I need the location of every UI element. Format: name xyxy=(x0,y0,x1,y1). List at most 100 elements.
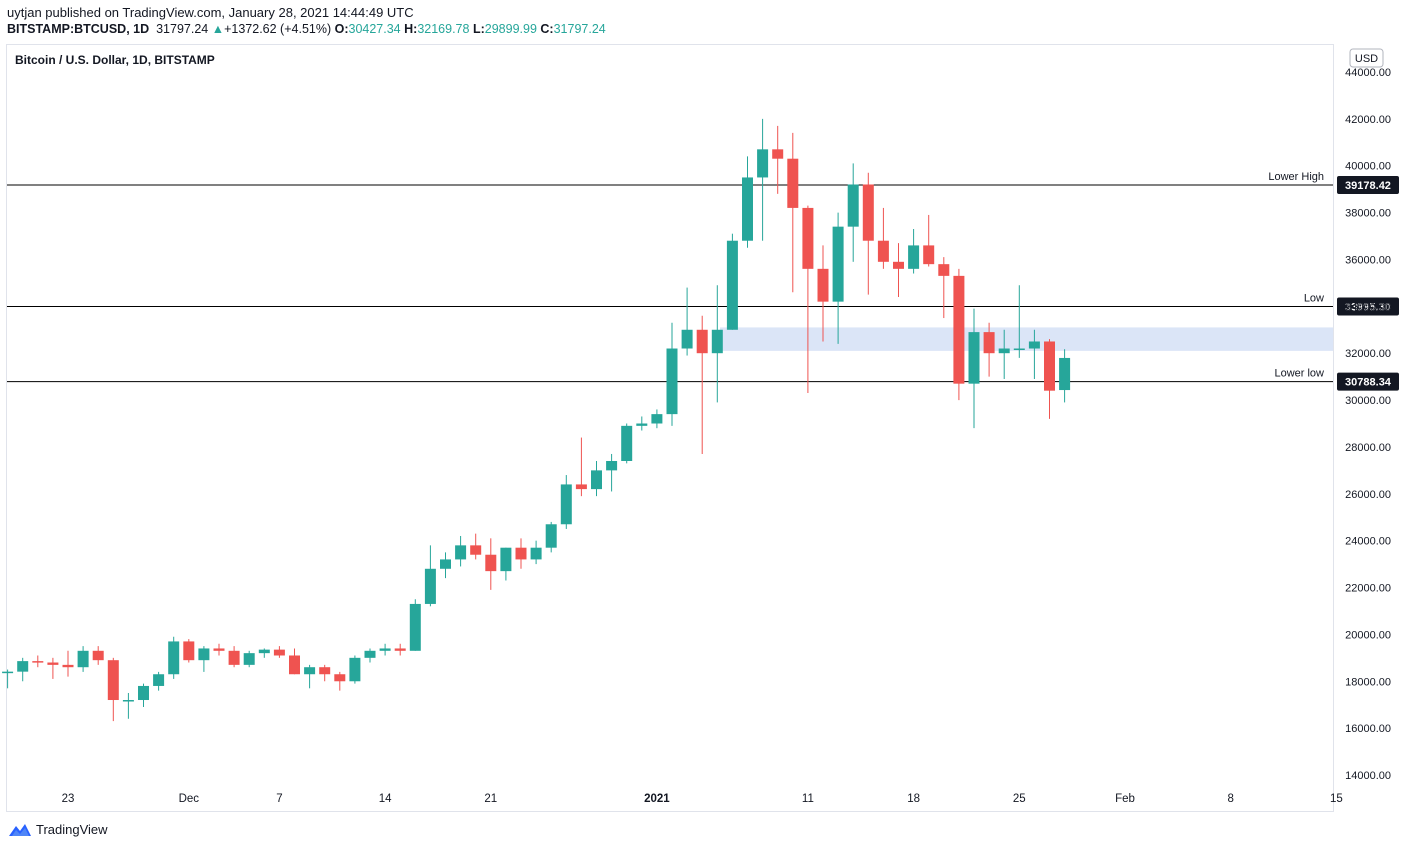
candle-body xyxy=(470,545,482,555)
candle-body xyxy=(591,470,602,490)
candle-body xyxy=(847,184,859,227)
candle-body xyxy=(394,648,406,651)
candle-body xyxy=(1013,348,1025,351)
candle-body xyxy=(455,545,467,560)
candle-body xyxy=(787,158,799,208)
candle-body xyxy=(983,332,995,354)
chart-frame xyxy=(6,44,1334,812)
price-tag-label: 39178.42 xyxy=(1345,180,1391,192)
high-label: H: xyxy=(404,22,418,36)
candle-body xyxy=(772,149,784,159)
candle-body xyxy=(575,484,587,490)
candle-body xyxy=(17,661,29,672)
x-tick-label: Feb xyxy=(1115,793,1135,805)
y-tick-label: 16000.00 xyxy=(1345,723,1391,735)
candle-body xyxy=(1028,341,1040,349)
x-tick-label: 25 xyxy=(1013,793,1026,805)
candle-body xyxy=(500,547,512,572)
x-tick-label: 7 xyxy=(276,793,282,805)
candle-body xyxy=(636,423,648,426)
close-value: 31797.24 xyxy=(553,22,606,36)
x-tick-label: 8 xyxy=(1227,793,1233,805)
chart-title: Bitcoin / U.S. Dollar, 1D, BITSTAMP xyxy=(15,53,215,67)
open-label: O: xyxy=(334,22,349,36)
y-tick-label: 26000.00 xyxy=(1345,489,1391,501)
y-tick-label: 32000.00 xyxy=(1345,348,1391,360)
candle-body xyxy=(2,671,14,674)
level-label: Lower low xyxy=(1274,368,1324,380)
open-value: 30427.34 xyxy=(348,22,401,36)
candle-body xyxy=(258,649,270,654)
close-label: C: xyxy=(540,22,554,36)
candle-body xyxy=(530,547,542,560)
candle-body xyxy=(485,554,497,572)
y-tick-label: 30000.00 xyxy=(1345,395,1391,407)
candle-body xyxy=(711,329,723,354)
candle-body xyxy=(817,268,829,302)
y-tick-label: 44000.00 xyxy=(1345,67,1391,79)
price-tag xyxy=(1337,372,1399,391)
y-tick-label: 34000.00 xyxy=(1345,301,1391,313)
low-label: L: xyxy=(472,22,485,36)
candle-body xyxy=(138,685,149,701)
candle-body xyxy=(273,649,285,656)
candle-body xyxy=(862,184,874,241)
change-arrow-icon: ▲ xyxy=(211,22,225,36)
candle-body xyxy=(877,240,889,262)
high-value: 32169.78 xyxy=(417,22,470,36)
candle-body xyxy=(77,650,89,668)
candle-body xyxy=(726,240,738,330)
y-tick-label: 38000.00 xyxy=(1345,208,1391,220)
candle-body xyxy=(379,648,391,651)
candle-body xyxy=(424,568,436,604)
currency-badge xyxy=(1349,48,1384,68)
brand-name: TradingView xyxy=(36,822,108,837)
candle-body xyxy=(62,664,74,668)
y-tick-label: 40000.00 xyxy=(1345,161,1391,173)
candle-body xyxy=(122,700,134,702)
candle-body xyxy=(1059,357,1071,391)
low-value: 29899.99 xyxy=(484,22,537,36)
y-tick-label: 24000.00 xyxy=(1345,536,1391,548)
publication-info: uytjan published on TradingView.com, Jan… xyxy=(7,5,414,20)
candle-body xyxy=(696,329,708,354)
candle-body xyxy=(651,414,663,424)
x-tick-label: 23 xyxy=(62,793,75,805)
price-tag xyxy=(1337,175,1399,194)
price-tag xyxy=(1337,297,1399,316)
published-line: uytjan published on TradingView.com, Jan… xyxy=(7,5,414,20)
candle-body xyxy=(742,177,753,241)
candle-body xyxy=(107,660,119,701)
candle-body xyxy=(893,261,904,269)
candle-body xyxy=(832,226,844,302)
candle-body xyxy=(243,653,255,665)
candle-body xyxy=(923,245,935,265)
y-tick-label: 20000.00 xyxy=(1345,629,1391,641)
x-tick-label: 11 xyxy=(802,793,814,805)
candle-body xyxy=(560,484,572,525)
candle-body xyxy=(545,524,557,548)
candle-body xyxy=(998,348,1010,354)
candle-body xyxy=(92,650,104,661)
x-tick-label: Dec xyxy=(179,793,200,805)
tradingview-logo[interactable]: TradingView xyxy=(8,822,108,837)
candle-body xyxy=(47,662,59,665)
level-label: Lower High xyxy=(1268,171,1324,183)
candle-body xyxy=(515,547,527,560)
candle-body xyxy=(349,657,361,682)
candle-body xyxy=(606,460,618,471)
x-tick-label: 14 xyxy=(379,793,392,805)
x-tick-label: 15 xyxy=(1330,793,1343,805)
candle-body xyxy=(409,603,421,651)
candle-body xyxy=(953,275,965,384)
candle-body xyxy=(228,650,240,665)
y-tick-label: 18000.00 xyxy=(1345,676,1391,688)
currency-label: USD xyxy=(1355,53,1378,65)
y-tick-label: 28000.00 xyxy=(1345,442,1391,454)
y-tick-label: 36000.00 xyxy=(1345,254,1391,266)
last-price: 31797.24 xyxy=(156,22,209,36)
candle-body xyxy=(1044,341,1055,391)
candle-body xyxy=(183,641,195,661)
tradingview-logo-icon xyxy=(9,823,31,836)
